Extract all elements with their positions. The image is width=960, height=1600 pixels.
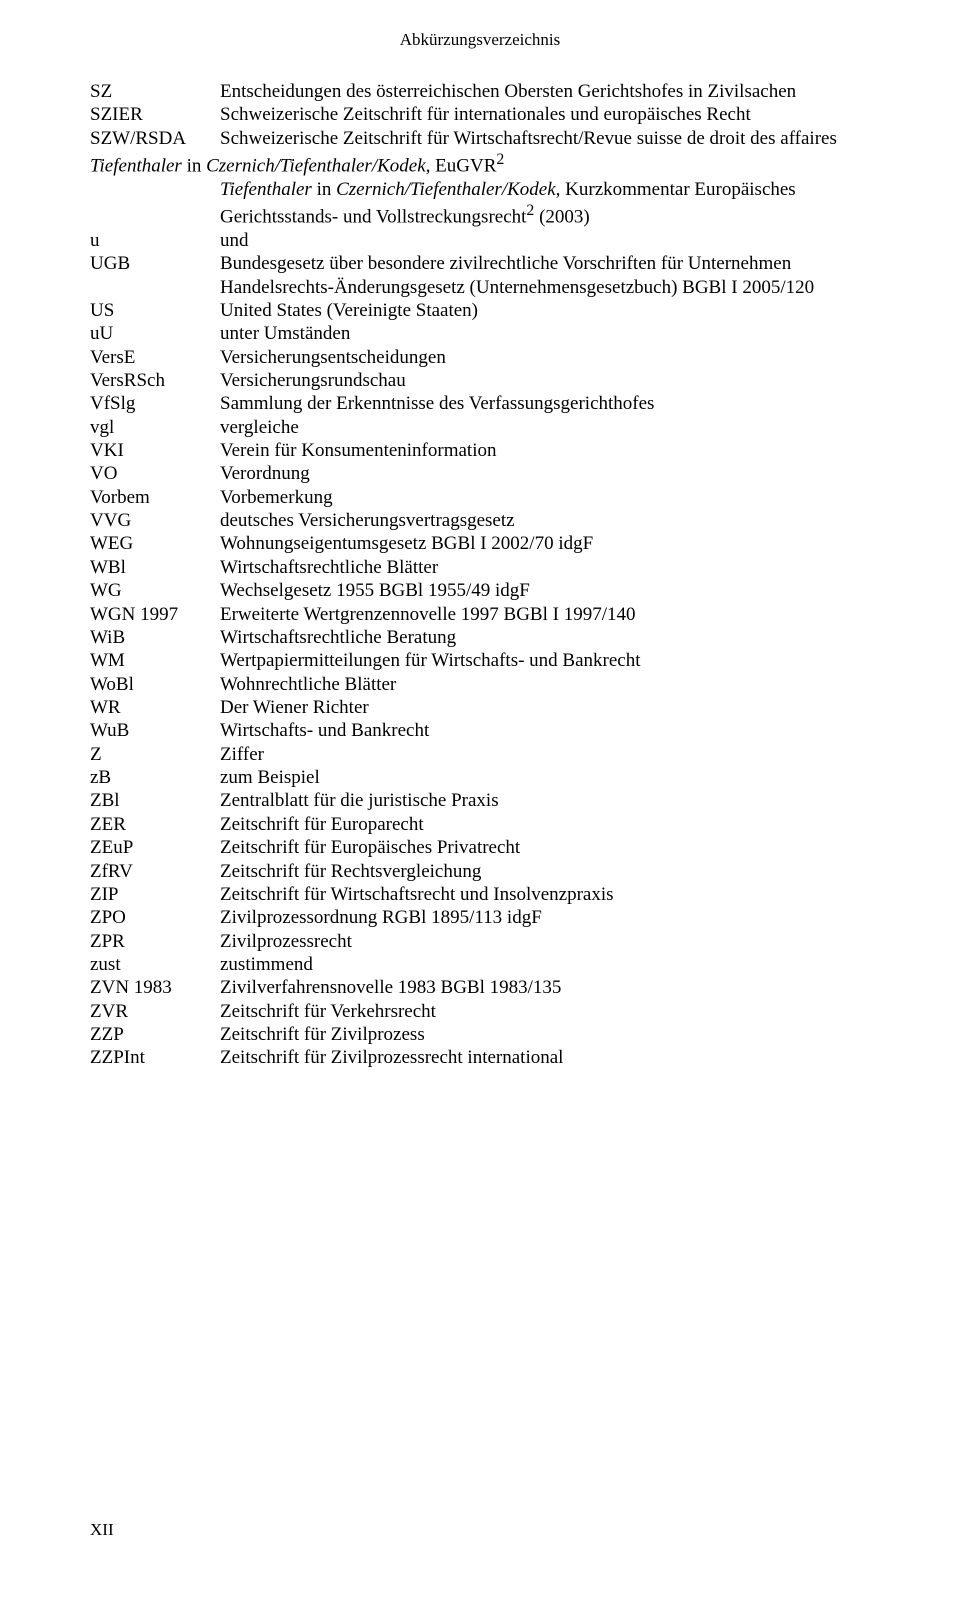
abbr-term: ZfRV <box>90 860 220 883</box>
abbr-term: ZBl <box>90 789 220 812</box>
abbr-term: VKI <box>90 439 220 462</box>
abbr-definition: Vorbemerkung <box>220 486 870 509</box>
abbr-definition: Zeitschrift für Europäisches Privatrecht <box>220 836 870 859</box>
abbr-term: VVG <box>90 509 220 532</box>
abbr-term: WR <box>90 696 220 719</box>
abbr-term: VO <box>90 462 220 485</box>
abbr-term: UGB <box>90 252 220 299</box>
abbr-definition: Entscheidungen des österreichischen Ober… <box>220 80 870 103</box>
abbr-definition: vergleiche <box>220 416 870 439</box>
abbr-term: Vorbem <box>90 486 220 509</box>
abbr-term: ZZP <box>90 1023 220 1046</box>
citation-line-2: Tiefenthaler in Czernich/Tiefenthaler/Ko… <box>90 178 870 229</box>
citation-line-1: Tiefenthaler in Czernich/Tiefenthaler/Ko… <box>90 150 870 178</box>
abbr-definition: zum Beispiel <box>220 766 870 789</box>
abbr-definition: Wohnungseigentumsgesetz BGBl I 2002/70 i… <box>220 532 870 555</box>
abbr-term: SZW/RSDA <box>90 127 220 150</box>
abbr-definition: Schweizerische Zeitschrift für Wirtschaf… <box>220 127 870 150</box>
abbr-term: zust <box>90 953 220 976</box>
abbr-definition: deutsches Versicherungsvertragsgesetz <box>220 509 870 532</box>
abbr-term: zB <box>90 766 220 789</box>
italic-citation-block: Tiefenthaler in Czernich/Tiefenthaler/Ko… <box>90 150 870 229</box>
abbr-definition: Versicherungsrundschau <box>220 369 870 392</box>
abbr-term: WuB <box>90 719 220 742</box>
abbr-term: ZEuP <box>90 836 220 859</box>
abbr-definition: Zeitschrift für Verkehrsrecht <box>220 1000 870 1023</box>
abbr-term: US <box>90 299 220 322</box>
abbr-definition: Wechselgesetz 1955 BGBl 1955/49 idgF <box>220 579 870 602</box>
page: Abkürzungsverzeichnis SZEntscheidungen d… <box>0 0 960 1600</box>
abbr-term: VersE <box>90 346 220 369</box>
abbr-definition: Wertpapiermitteilungen für Wirtschafts- … <box>220 649 870 672</box>
abbr-term: WEG <box>90 532 220 555</box>
abbr-term: SZIER <box>90 103 220 126</box>
abbr-term: ZVN 1983 <box>90 976 220 999</box>
abbr-term: VfSlg <box>90 392 220 415</box>
abbr-definition: Zeitschrift für Wirtschaftsrecht und Ins… <box>220 883 870 906</box>
abbr-definition: Wirtschaftsrechtliche Blätter <box>220 556 870 579</box>
abbr-term: u <box>90 229 220 252</box>
abbr-definition: Verordnung <box>220 462 870 485</box>
abbr-definition: Zeitschrift für Zivilprozess <box>220 1023 870 1046</box>
abbr-term: Z <box>90 743 220 766</box>
abbr-term: SZ <box>90 80 220 103</box>
abbr-term: WG <box>90 579 220 602</box>
abbr-definition: Schweizerische Zeitschrift für internati… <box>220 103 870 126</box>
abbr-definition: Zivilverfahrensnovelle 1983 BGBl 1983/13… <box>220 976 870 999</box>
abbr-definition: Wohnrechtliche Blätter <box>220 673 870 696</box>
page-header: Abkürzungsverzeichnis <box>90 30 870 50</box>
abbr-term: WM <box>90 649 220 672</box>
abbr-definition: Ziffer <box>220 743 870 766</box>
abbr-definition: Zivilprozessordnung RGBl 1895/113 idgF <box>220 906 870 929</box>
abbr-definition: Der Wiener Richter <box>220 696 870 719</box>
abbr-definition: Zeitschrift für Rechtsvergleichung <box>220 860 870 883</box>
abbr-definition: Zentralblatt für die juristische Praxis <box>220 789 870 812</box>
abbreviation-list: SZEntscheidungen des österreichischen Ob… <box>90 80 870 1070</box>
abbr-definition: Wirtschafts- und Bankrecht <box>220 719 870 742</box>
page-footer: XII <box>90 1520 870 1540</box>
abbr-definition: Erweiterte Wertgrenzennovelle 1997 BGBl … <box>220 603 870 626</box>
abbr-definition: Bundesgesetz über besondere zivilrechtli… <box>220 252 870 299</box>
abbr-term: WiB <box>90 626 220 649</box>
abbr-term: ZZPInt <box>90 1046 220 1069</box>
abbr-definition: United States (Vereinigte Staaten) <box>220 299 870 322</box>
abbr-term: WBl <box>90 556 220 579</box>
abbr-definition: und <box>220 229 870 252</box>
abbr-term: vgl <box>90 416 220 439</box>
abbr-definition: Verein für Konsumenteninformation <box>220 439 870 462</box>
abbr-term: ZPR <box>90 930 220 953</box>
abbr-definition: Wirtschaftsrechtliche Beratung <box>220 626 870 649</box>
abbr-definition: unter Umständen <box>220 322 870 345</box>
abbr-term: WGN 1997 <box>90 603 220 626</box>
abbr-definition: Zivilprozessrecht <box>220 930 870 953</box>
abbr-term: WoBl <box>90 673 220 696</box>
abbr-definition: Zeitschrift für Europarecht <box>220 813 870 836</box>
abbr-term: ZIP <box>90 883 220 906</box>
abbr-term: uU <box>90 322 220 345</box>
abbr-definition: Versicherungsentscheidungen <box>220 346 870 369</box>
abbr-definition: Sammlung der Erkenntnisse des Verfassung… <box>220 392 870 415</box>
abbr-definition: zustimmend <box>220 953 870 976</box>
abbr-term: ZVR <box>90 1000 220 1023</box>
abbr-term: ZER <box>90 813 220 836</box>
abbr-term: VersRSch <box>90 369 220 392</box>
abbr-term: ZPO <box>90 906 220 929</box>
abbr-definition: Zeitschrift für Zivilprozessrecht intern… <box>220 1046 870 1069</box>
